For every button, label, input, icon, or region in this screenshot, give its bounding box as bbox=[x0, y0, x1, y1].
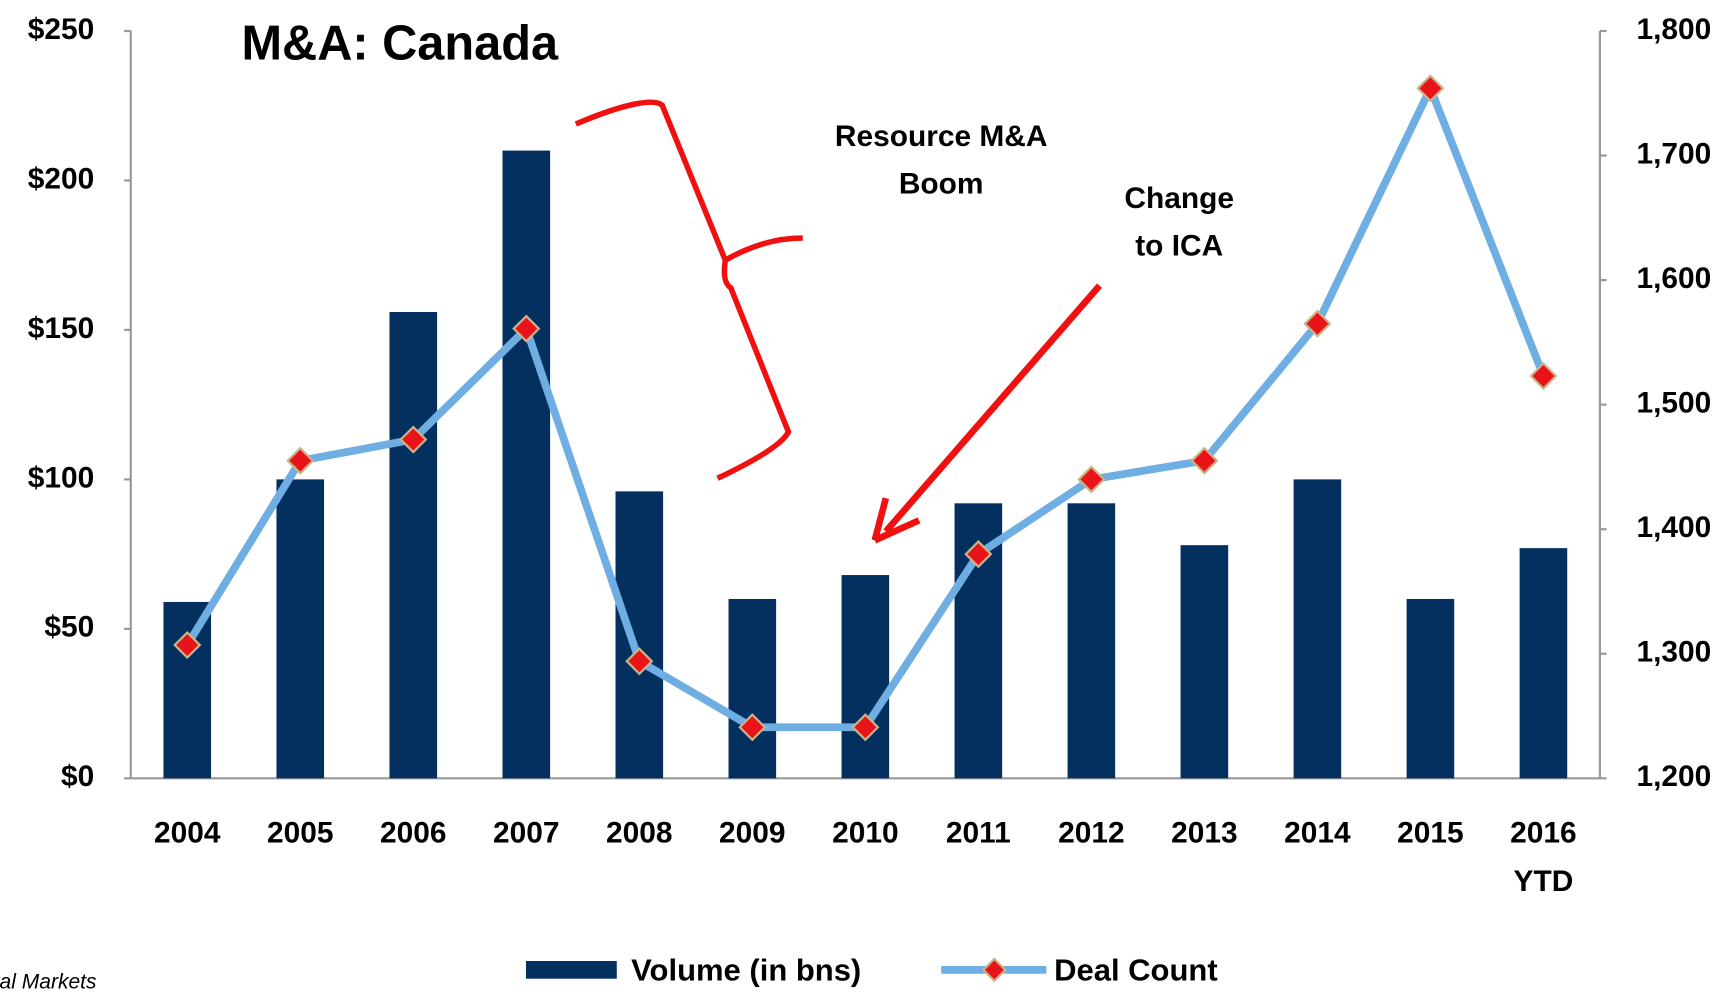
x-tick-label: 2006 bbox=[380, 815, 447, 850]
bar bbox=[1180, 545, 1229, 779]
x-tick-label: 2014 bbox=[1284, 815, 1351, 850]
arrow-shaft bbox=[883, 283, 1103, 534]
brace bbox=[574, 99, 803, 481]
y2-tick-label: 1,400 bbox=[1636, 511, 1711, 544]
x-tick-box: 2014 bbox=[1284, 815, 1351, 850]
y2-tick-label: 1,700 bbox=[1636, 137, 1711, 170]
x-tick-box: 2011 bbox=[945, 815, 1011, 850]
marker bbox=[964, 540, 993, 569]
legend-marker bbox=[981, 957, 1007, 983]
x-tick-label: 2004 bbox=[153, 815, 221, 850]
y2-tick-label: 1,300 bbox=[1636, 636, 1711, 669]
y-tick-label: $50 bbox=[44, 611, 94, 644]
bar bbox=[1519, 548, 1568, 779]
x-tick-label: 2005 bbox=[266, 815, 334, 850]
marker bbox=[1303, 309, 1332, 338]
marker bbox=[851, 713, 880, 742]
x-tick-box: 2009 bbox=[719, 815, 786, 850]
x-tick-box: 2016 YTD bbox=[1510, 815, 1577, 898]
bar bbox=[502, 150, 551, 779]
x-tick-label: 2008 bbox=[606, 815, 673, 850]
marker bbox=[512, 314, 541, 343]
marker bbox=[1416, 74, 1445, 103]
x-tick-label: 2012 bbox=[1058, 815, 1125, 850]
legend-swatch bbox=[526, 961, 617, 979]
y2-tick-label: 1,600 bbox=[1636, 262, 1711, 295]
x-tick-box: 2005 bbox=[266, 815, 334, 850]
annotation-box: Change to ICA bbox=[1124, 181, 1235, 263]
bar bbox=[1293, 479, 1342, 779]
x-tick-box: 2012 bbox=[1058, 815, 1125, 850]
bar bbox=[163, 601, 212, 779]
marker bbox=[173, 630, 202, 660]
annotation-box: Resource M&A Boom bbox=[834, 119, 1048, 201]
y-tick-label: $250 bbox=[28, 13, 94, 46]
x-tick-box: 2008 bbox=[606, 815, 673, 850]
annotation: Change to ICA bbox=[1124, 181, 1235, 263]
marker bbox=[1190, 446, 1219, 475]
marker bbox=[738, 713, 767, 742]
x-tick-label: 2015 bbox=[1397, 815, 1464, 850]
y2-tick-label: 1,800 bbox=[1636, 13, 1711, 46]
marker bbox=[286, 446, 315, 475]
y-tick-label: $100 bbox=[28, 461, 94, 494]
x-tick-label: 2009 bbox=[719, 815, 786, 850]
bar bbox=[276, 479, 325, 779]
legend-label: Volume (in bns) bbox=[631, 952, 861, 987]
legend-label: Deal Count bbox=[1054, 952, 1218, 987]
x-tick-box: 2004 bbox=[153, 815, 221, 850]
annotation: Resource M&A Boom bbox=[834, 119, 1048, 201]
bar bbox=[728, 598, 777, 779]
y-tick-label: $200 bbox=[28, 162, 94, 195]
bar bbox=[841, 575, 890, 779]
x-tick-label: 2013 bbox=[1171, 815, 1238, 850]
bar bbox=[1406, 598, 1455, 779]
y-tick-label: $0 bbox=[61, 760, 94, 793]
bar bbox=[389, 311, 438, 779]
marker bbox=[1529, 361, 1558, 391]
arrow-head bbox=[871, 497, 921, 544]
marker bbox=[1077, 465, 1106, 494]
x-tick-label: 2016 YTD bbox=[1510, 815, 1577, 898]
marker bbox=[625, 647, 654, 676]
x-tick-box: 2013 bbox=[1171, 815, 1238, 850]
x-tick-box: 2015 bbox=[1397, 815, 1464, 850]
y2-tick-label: 1,500 bbox=[1636, 387, 1711, 420]
x-tick-label: 2010 bbox=[832, 815, 899, 850]
x-tick-box: 2007 bbox=[493, 815, 560, 850]
x-tick-label: 2007 bbox=[493, 815, 560, 850]
y-tick-label: $150 bbox=[28, 312, 94, 345]
x-tick-box: 2006 bbox=[380, 815, 447, 850]
bar bbox=[1067, 503, 1116, 779]
x-tick-box: 2010 bbox=[832, 815, 899, 850]
bar bbox=[615, 491, 664, 779]
y2-tick-label: 1,200 bbox=[1636, 760, 1711, 793]
source: ital Markets bbox=[0, 971, 97, 992]
x-tick-label: 2011 bbox=[945, 815, 1011, 850]
chart-title: M&A: Canada bbox=[241, 16, 559, 70]
marker bbox=[399, 425, 428, 454]
